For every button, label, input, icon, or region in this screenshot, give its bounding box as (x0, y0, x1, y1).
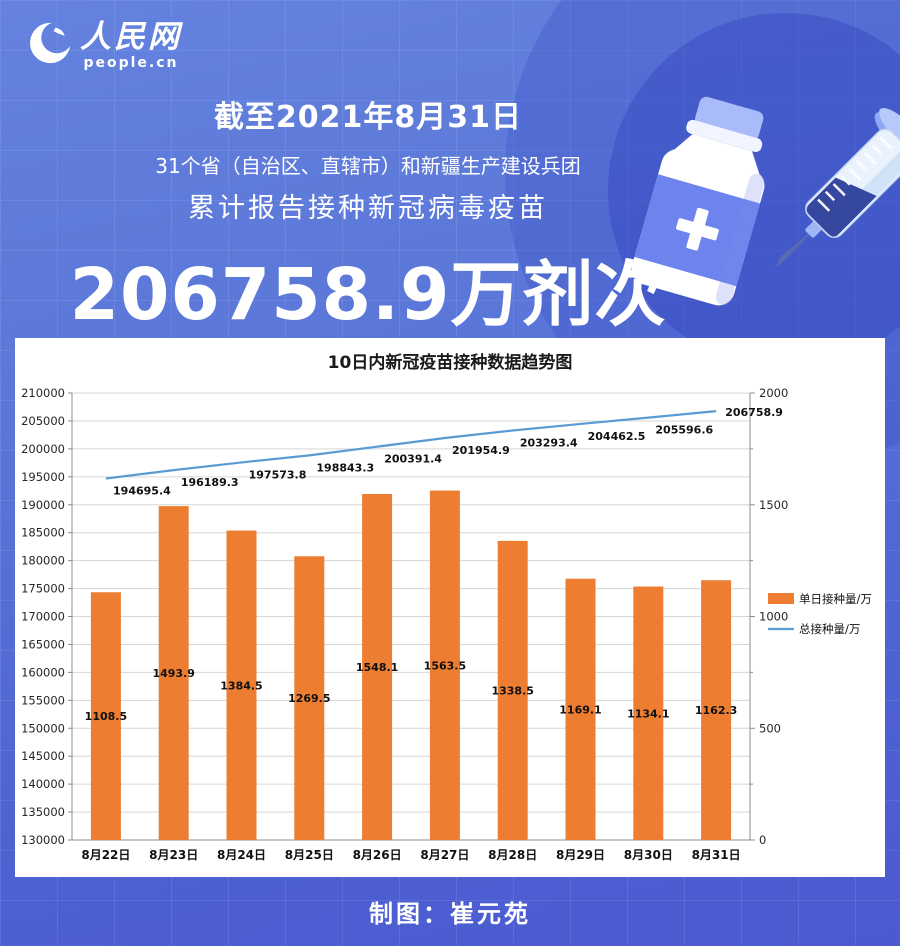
bar (429, 490, 460, 840)
left-axis-tick-label: 165000 (21, 637, 65, 651)
right-axis-tick-label: 500 (759, 721, 781, 735)
line-value-label: 203293.4 (520, 436, 578, 449)
line-value-label: 206758.9 (725, 406, 783, 419)
syringe-icon (775, 100, 900, 268)
left-axis-tick-label: 205000 (21, 414, 65, 428)
bar-value-label: 1169.1 (559, 703, 601, 716)
bar-value-label: 1162.3 (695, 704, 737, 717)
left-axis-tick-label: 210000 (21, 386, 65, 400)
x-axis-label: 8月22日 (81, 848, 130, 862)
left-axis-tick-label: 180000 (21, 554, 65, 568)
headline-date: 截至2021年8月31日 (213, 100, 523, 135)
people-cn-logo-icon (30, 22, 71, 64)
bar (294, 556, 325, 840)
logo-text-en: people.cn (83, 55, 179, 71)
chart-panel: 10日内新冠疫苗接种数据趋势图 130000 135000 140000 145000 1… (15, 338, 885, 877)
line-value-label: 204462.5 (588, 430, 646, 443)
vaccination-trend-chart: 10日内新冠疫苗接种数据趋势图 130000 135000 140000 145000 1… (21, 352, 872, 862)
x-axis-label: 8月29日 (556, 848, 605, 862)
bar-value-label: 1338.5 (491, 684, 533, 697)
bar (565, 578, 596, 840)
legend-label-total: 总接种量/万 (799, 622, 860, 636)
headline-subject: 累计报告接种新冠病毒疫苗 (188, 193, 548, 224)
headline-total-doses: 206758.9万剂次 (69, 253, 667, 336)
bar-value-label: 1563.5 (424, 659, 466, 672)
line-value-label: 200391.4 (384, 453, 442, 466)
people-cn-logo: 人民网 people.cn (28, 20, 182, 71)
line-value-label: 196189.3 (181, 476, 239, 489)
x-axis-label: 8月25日 (285, 848, 334, 862)
bar (633, 586, 664, 840)
left-axis-tick-label: 145000 (21, 749, 65, 763)
x-axis-label: 8月26日 (353, 848, 402, 862)
bar-value-label: 1134.1 (627, 707, 669, 720)
headline-block: 截至2021年8月31日 31个省（自治区、直辖市）和新疆生产建设兵团 累计报告… (48, 92, 688, 340)
legend-label-daily: 单日接种量/万 (799, 592, 872, 606)
left-axis-tick-label: 185000 (21, 526, 65, 540)
logo-text-cn: 人民网 (80, 19, 182, 55)
left-axis-tick-label: 160000 (21, 665, 65, 679)
bar-value-label: 1548.1 (356, 661, 398, 674)
left-axis-tick-label: 150000 (21, 721, 65, 735)
line-value-label: 201954.9 (452, 444, 510, 457)
bar (158, 506, 189, 840)
x-axis-label: 8月30日 (624, 848, 673, 862)
left-axis-tick-label: 190000 (21, 498, 65, 512)
line-value-label: 205596.6 (655, 424, 713, 437)
bar (226, 530, 257, 840)
headline-scope: 31个省（自治区、直辖市）和新疆生产建设兵团 (155, 154, 581, 178)
line-value-label: 194695.4 (113, 485, 171, 498)
trend-line (105, 409, 717, 480)
x-axis-label: 8月28日 (488, 848, 537, 862)
bar (90, 592, 121, 840)
left-axis-tick-label: 155000 (21, 693, 65, 707)
x-axis-label: 8月23日 (149, 848, 198, 862)
left-axis-tick-label: 175000 (21, 582, 65, 596)
right-axis-tick-label: 1000 (759, 610, 788, 624)
bar-value-label: 1384.5 (220, 679, 262, 692)
x-axis-label: 8月31日 (692, 848, 741, 862)
bar (362, 493, 393, 840)
bar (497, 540, 528, 840)
line-value-label: 198843.3 (316, 461, 374, 474)
right-axis-tick-label: 0 (759, 833, 766, 847)
vaccine-vial-icon (631, 96, 765, 306)
chart-title: 10日内新冠疫苗接种数据趋势图 (328, 352, 573, 373)
bar-value-label: 1108.5 (85, 710, 127, 723)
bar-value-label: 1269.5 (288, 692, 330, 705)
bar-value-label: 1493.9 (152, 667, 194, 680)
right-axis-tick-label: 2000 (759, 386, 788, 400)
legend-bar-swatch (768, 593, 794, 604)
x-axis-label: 8月27日 (420, 848, 469, 862)
x-axis-label: 8月24日 (217, 848, 266, 862)
footer: 制图：崔元苑 (0, 877, 900, 946)
left-axis-tick-label: 195000 (21, 470, 65, 484)
left-axis-tick-label: 170000 (21, 610, 65, 624)
right-axis-tick-label: 1500 (759, 498, 788, 512)
bar (701, 580, 732, 840)
line-value-label: 197573.8 (249, 468, 307, 481)
left-axis-tick-label: 135000 (21, 805, 65, 819)
vaccine-illustration (598, 60, 900, 322)
left-axis-tick-label: 200000 (21, 442, 65, 456)
credit-text: 制图：崔元苑 (369, 900, 531, 928)
left-axis-tick-label: 140000 (21, 777, 65, 791)
left-axis-tick-label: 130000 (21, 833, 65, 847)
